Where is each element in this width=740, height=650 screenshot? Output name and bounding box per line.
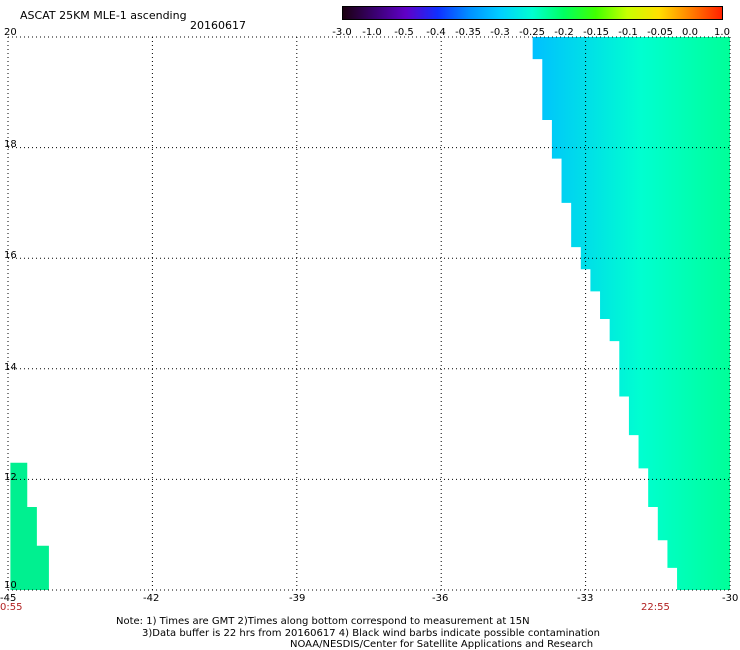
colorbar-labels: -3.0 -1.0 -0.5 -0.4 -0.35 -0.3 -0.25 -0.2 -0.15-… [330,27,740,39]
colorbar-label: -3.0 [332,27,352,38]
colorbar-label: -0.5 [394,27,414,38]
y-tick-16: 16 [4,250,17,261]
y-tick-12: 12 [4,472,17,483]
note-line-3: NOAA/NESDIS/Center for Satellite Applica… [290,639,594,650]
x-tick-minus39: -39 [289,593,306,604]
x-tick-minus36: -36 [432,593,449,604]
x-tick-minus33: -33 [577,593,594,604]
grid-layer [7,36,731,591]
colorbar-label: -0.3 [490,27,510,38]
map-plot [7,36,731,591]
time-right: 22:55 [641,602,670,613]
time-left: 0:55 [0,602,23,613]
x-tick-minus42: -42 [143,593,160,604]
colorbar-label: -0.4 [426,27,446,38]
x-tick-minus30: -30 [722,593,739,604]
map-date: 20160617 [190,19,246,32]
colorbar-label: -0.1 [618,27,638,38]
x-tick-minus45: -45 [0,593,17,604]
colorbar-label: -0.2 [554,27,574,38]
y-tick-20: 20 [4,27,17,38]
colorbar-label: -0.35 [455,27,481,38]
colorbar [342,6,723,20]
colorbar-label: -1.0 [362,27,382,38]
y-tick-14: 14 [4,362,17,373]
swath-layer [10,37,730,590]
note-line-2: 3)Data buffer is 22 hrs from 20160617 4)… [142,628,600,639]
colorbar-label: -0.15 [583,27,609,38]
colorbar-label: -0.05 [647,27,673,38]
map-title: ASCAT 25KM MLE-1 ascending [20,9,187,22]
east-swath [532,37,730,590]
y-tick-10: 10 [4,580,17,591]
y-tick-18: 18 [4,139,17,150]
colorbar-label: 0.0 [682,27,698,38]
colorbar-label: 1.0 [714,27,730,38]
colorbar-label: -0.25 [519,27,545,38]
west-swath [10,462,49,590]
note-line-1: Note: 1) Times are GMT 2)Times along bot… [116,616,530,627]
